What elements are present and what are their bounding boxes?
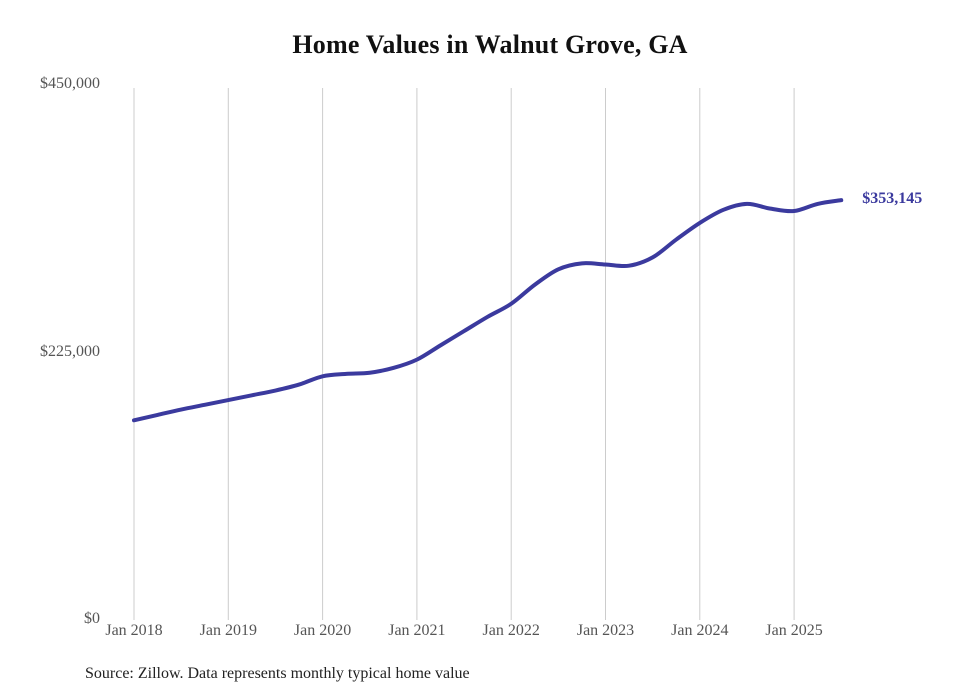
x-axis-tick-label: Jan 2024 <box>671 622 729 639</box>
x-axis-tick-label: Jan 2025 <box>765 622 823 639</box>
end-value-label: $353,145 <box>862 190 923 208</box>
value-line-series <box>132 198 844 423</box>
y-axis-tick-label: $225,000 <box>40 342 100 360</box>
gridlines-group <box>133 88 795 620</box>
x-axis-tick-label: Jan 2020 <box>293 622 352 639</box>
x-axis-tick-label: Jan 2022 <box>482 622 540 639</box>
x-axis-tick-label: Jan 2021 <box>388 622 446 639</box>
chart-title: Home Values in Walnut Grove, GA <box>292 30 688 59</box>
x-axis-tick-label: Jan 2018 <box>105 622 163 639</box>
y-axis-tick-label: $450,000 <box>40 75 100 92</box>
x-axis-tick-label: Jan 2019 <box>199 622 257 639</box>
x-axis-tick-label: Jan 2023 <box>576 622 635 639</box>
y-axis-tick-label: $0 <box>84 610 100 627</box>
source-note: Source: Zillow. Data represents monthly … <box>85 665 470 682</box>
